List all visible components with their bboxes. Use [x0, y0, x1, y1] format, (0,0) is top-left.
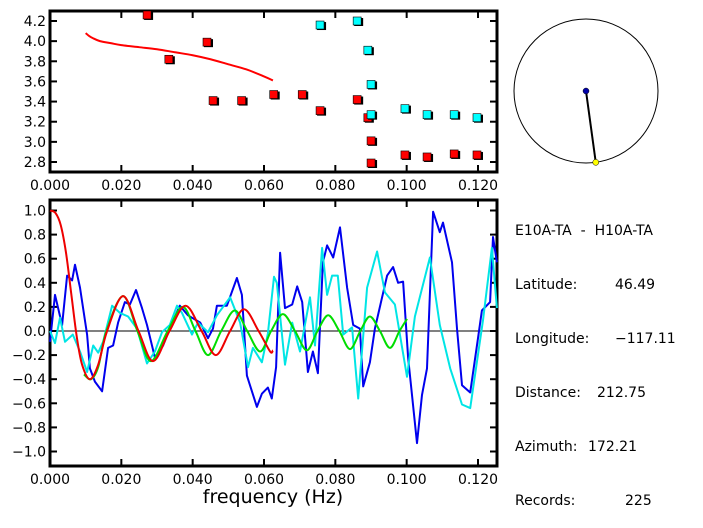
y-tick-label: −0.8 — [12, 420, 46, 436]
info-label: Distance: — [515, 385, 581, 401]
info-label: Longitude: — [515, 331, 590, 347]
y-tick-label: 4.2 — [24, 14, 46, 30]
station-marker — [582, 87, 590, 95]
y-tick-label: 2.8 — [24, 155, 46, 171]
info-value: 172.21 — [588, 439, 637, 455]
x-axis-label: frequency (Hz) — [203, 486, 343, 508]
info-label: Azimuth: — [515, 439, 578, 455]
y-tick-label: 0.4 — [24, 276, 46, 292]
info-label: Records: — [515, 493, 576, 509]
info-value: −117.11 — [615, 331, 676, 347]
info-value: 46.49 — [615, 277, 656, 293]
red-marker — [422, 152, 432, 162]
y-tick-label: 3.4 — [24, 95, 46, 111]
x-tick-label: 0.060 — [244, 178, 284, 194]
dispersion-chart: 0.000 0.020 0.040 0.060 0.080 0.100 0.120 2.8 3.… — [24, 9, 499, 194]
y-tick-label: −0.2 — [12, 348, 46, 364]
y-tick-label: 3.2 — [24, 115, 46, 131]
info-label: Latitude: — [515, 277, 578, 293]
red-marker — [142, 10, 152, 20]
y-tick-label: −1.0 — [12, 445, 46, 461]
cyan-marker — [472, 113, 482, 122]
info-row-longitude: Longitude: −117.11 — [515, 330, 676, 348]
series-line — [49, 246, 498, 410]
station-map — [513, 18, 659, 166]
info-row-records: Records: 225 — [515, 492, 653, 510]
info-row-distance: Distance: 212.75 — [515, 384, 653, 402]
red-marker — [164, 54, 174, 64]
x-tick-label: 0.020 — [101, 178, 141, 194]
y-tick-label: 0.8 — [24, 228, 46, 244]
red-marker — [472, 150, 482, 160]
red-marker — [366, 158, 376, 168]
info-row-azimuth: Azimuth: 172.21 — [515, 438, 653, 456]
cyan-marker — [363, 45, 373, 55]
y-tick-label: 3.8 — [24, 54, 46, 70]
map-circle — [513, 18, 659, 164]
cyan-marker — [315, 20, 325, 30]
x-tick-label: 0.120 — [458, 472, 498, 488]
red-marker — [297, 90, 307, 99]
red-marker — [366, 136, 376, 146]
y-tick-label: 3.0 — [24, 135, 46, 151]
dispersion-curve — [85, 32, 274, 82]
x-tick-label: 0.060 — [244, 472, 284, 488]
red-marker — [352, 95, 362, 104]
x-tick-label: 0.000 — [30, 472, 70, 488]
x-tick-label: 0.040 — [173, 178, 213, 194]
correlation-chart: 0.000 0.020 0.040 0.060 0.080 0.100 0.120 −1.0 −… — [12, 198, 499, 488]
info-value: 225 — [625, 493, 652, 509]
cyan-marker — [449, 110, 459, 119]
info-row-latitude: Latitude: 46.49 — [515, 276, 656, 294]
red-marker — [400, 150, 410, 160]
y-tick-label: 0.0 — [24, 324, 46, 340]
target-station-marker — [592, 159, 600, 166]
plot-frame — [48, 198, 499, 468]
x-tick-label: 0.100 — [387, 472, 427, 488]
cyan-marker — [366, 110, 376, 119]
cyan-marker — [352, 16, 362, 26]
x-tick-label: 0.040 — [173, 472, 213, 488]
red-marker — [315, 106, 325, 115]
y-tick-label: 4.0 — [24, 34, 46, 50]
y-tick-label: −0.4 — [12, 372, 46, 388]
red-marker — [269, 90, 279, 99]
series-line — [49, 209, 274, 381]
red-marker — [237, 96, 246, 105]
y-tick-label: 1.0 — [24, 204, 46, 220]
red-marker — [202, 37, 212, 47]
y-tick-label: 0.6 — [24, 252, 46, 268]
plot-frame — [48, 9, 499, 174]
y-tick-label: 3.6 — [24, 74, 46, 90]
cyan-marker — [422, 110, 432, 119]
y-tick-label: 0.2 — [24, 300, 46, 316]
cyan-marker — [366, 80, 376, 89]
series-line — [49, 210, 498, 445]
station-info: E10A-TA - H10A-TA Latitude: 46.49 Longitu… — [515, 186, 676, 528]
x-tick-label: 0.000 — [30, 178, 70, 194]
x-tick-label: 0.100 — [387, 178, 427, 194]
y-tick-label: −0.6 — [12, 396, 46, 412]
x-tick-label: 0.080 — [315, 178, 355, 194]
x-tick-label: 0.120 — [458, 178, 498, 194]
info-value: 212.75 — [597, 385, 646, 401]
red-marker — [449, 149, 459, 159]
cyan-marker — [400, 104, 410, 113]
station-pair-title: E10A-TA - H10A-TA — [515, 223, 654, 239]
x-tick-label: 0.020 — [101, 472, 141, 488]
azimuth-line — [585, 90, 597, 163]
x-tick-label: 0.080 — [315, 472, 355, 488]
red-marker — [208, 96, 218, 105]
